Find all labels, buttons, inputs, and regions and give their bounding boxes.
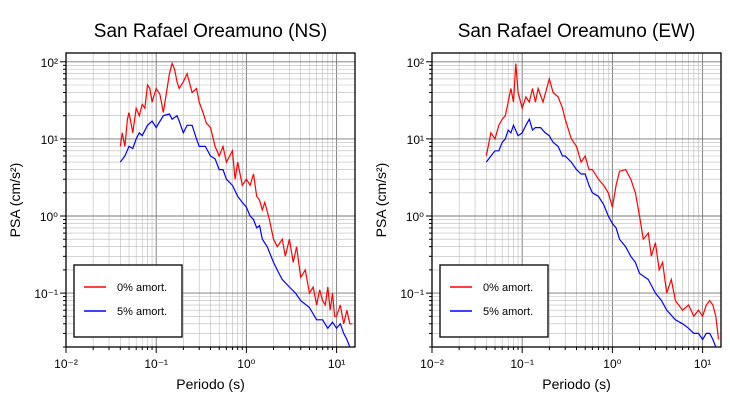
y-tick-label: 10⁻¹	[400, 287, 424, 301]
chart-panel-ns: San Rafael Oreamuno (NS) 10⁻² 10⁻¹ 10⁰ 10¹ 10…	[7, 21, 356, 392]
y-tick-label: 10¹	[407, 133, 424, 147]
x-tick-label: 10⁰	[237, 357, 255, 371]
x-tick-label: 10⁻¹	[144, 357, 168, 371]
x-tick-label: 10¹	[694, 357, 711, 371]
legend-box	[439, 264, 549, 338]
legend-label: 5% amort.	[483, 306, 533, 318]
legend-box	[73, 264, 183, 338]
legend-label: 0% amort.	[483, 282, 533, 294]
y-tick-label: 10⁰	[40, 210, 58, 224]
series-line-damping-0	[485, 63, 720, 340]
x-tick-label: 10⁰	[603, 357, 621, 371]
y-tick-label: 10²	[41, 56, 58, 70]
x-tick-label: 10¹	[328, 357, 345, 371]
x-tick-label: 10⁻²	[54, 357, 78, 371]
x-tick-label: 10⁻¹	[510, 357, 534, 371]
chart-title: San Rafael Oreamuno (NS)	[94, 21, 327, 42]
y-tick-label: 10²	[407, 56, 424, 70]
x-axis-label: Periodo (s)	[176, 376, 244, 392]
x-tick-label: 10⁻²	[420, 357, 444, 371]
x-axis-label: Periodo (s)	[542, 376, 610, 392]
series-line-damping-5	[485, 117, 717, 347]
y-tick-label: 10⁰	[406, 210, 424, 224]
y-tick-label: 10⁻¹	[34, 287, 58, 301]
series-line-damping-0	[119, 61, 353, 325]
tick-marks	[426, 61, 704, 353]
series-line-damping-5	[119, 113, 351, 347]
legend-label: 0% amort.	[117, 282, 167, 294]
y-axis-label: PSA (cm/s²)	[7, 163, 23, 238]
y-tick-label: 10¹	[41, 133, 58, 147]
legend: 0% amort. 5% amort.	[439, 264, 549, 338]
legend: 0% amort. 5% amort.	[73, 264, 183, 338]
chart-panel-ew: San Rafael Oreamuno (EW) 10⁻² 10⁻¹ 10⁰ 10¹ 10…	[373, 21, 722, 392]
tick-marks	[60, 61, 338, 353]
legend-label: 5% amort.	[117, 306, 167, 318]
y-axis-label: PSA (cm/s²)	[373, 163, 389, 238]
chart-title: San Rafael Oreamuno (EW)	[458, 21, 696, 42]
